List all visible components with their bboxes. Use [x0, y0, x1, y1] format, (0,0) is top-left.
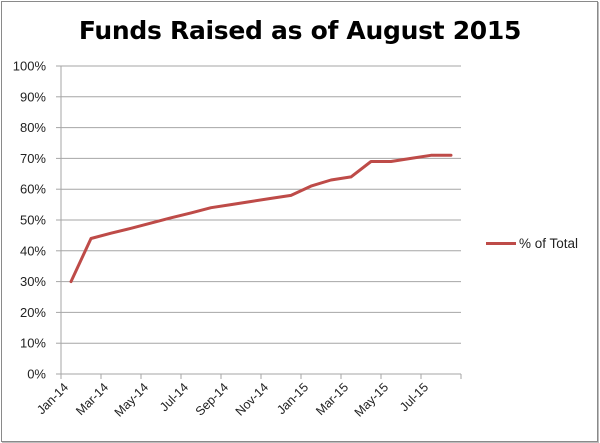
- gridlines: [61, 65, 461, 344]
- x-tick-label: Jan-15: [274, 380, 311, 417]
- x-tick-label: Jul-14: [157, 380, 191, 414]
- y-tick-label: 100%: [13, 59, 47, 74]
- y-tick-label: 80%: [20, 120, 46, 135]
- y-tick-label: 30%: [20, 274, 46, 289]
- x-tick-label: Mar-15: [313, 380, 351, 418]
- y-tick-label: 40%: [20, 243, 46, 258]
- x-axis-ticks: Jan-14 Mar-14 May-14 Jul-14 Sep-14 Nov-14 Jan-…: [34, 374, 462, 420]
- chart-title: Funds Raised as of August 2015: [78, 16, 522, 45]
- x-tick-label: May-14: [112, 380, 151, 419]
- x-tick-label: Mar-14: [73, 380, 111, 418]
- x-tick-label: Jul-15: [397, 380, 431, 414]
- legend: % of Total: [486, 236, 578, 251]
- y-tick-label: 70%: [20, 151, 46, 166]
- series-line-percent-of-total: [69, 153, 453, 284]
- y-tick-label: 20%: [20, 305, 46, 320]
- legend-line-icon: [486, 242, 516, 245]
- x-tick-label: Nov-14: [233, 380, 271, 418]
- y-tick-label: 60%: [20, 182, 46, 197]
- y-tick-label: 50%: [20, 213, 46, 228]
- x-tick-label: Jan-14: [34, 380, 71, 417]
- y-tick-label: 90%: [20, 89, 46, 104]
- y-tick-label: 0%: [27, 367, 46, 382]
- x-tick-label: May-15: [352, 380, 391, 419]
- y-tick-label: 10%: [20, 336, 46, 351]
- legend-label: % of Total: [519, 236, 579, 251]
- y-axis-ticks: 0% 10% 20% 30% 40% 50% 60% 70% 80% 90% 100%: [13, 59, 61, 382]
- x-tick-label: Sep-14: [193, 380, 231, 418]
